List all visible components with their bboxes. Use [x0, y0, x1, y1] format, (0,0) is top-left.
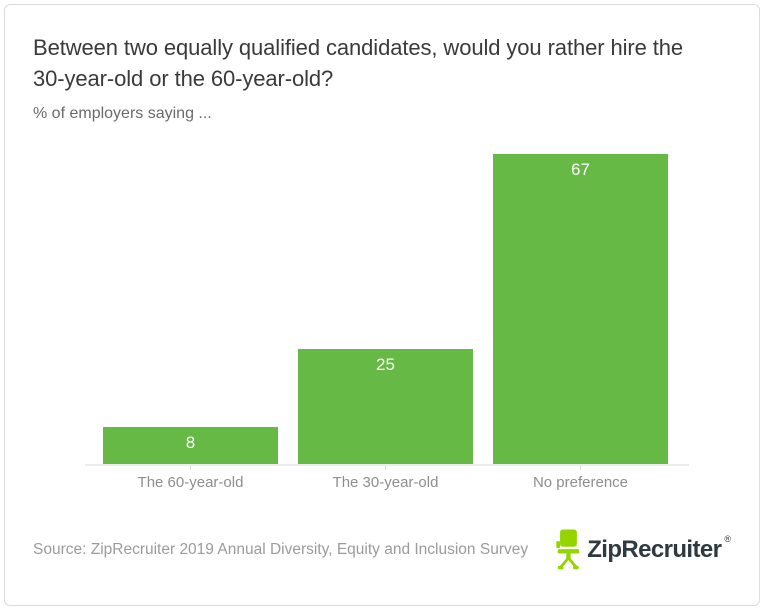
bar-value-label: 25: [376, 355, 395, 374]
x-axis-label: No preference: [532, 474, 629, 491]
bar-value-label: 67: [571, 160, 590, 179]
registered-mark-icon: ®: [724, 534, 731, 544]
source-text: Source: ZipRecruiter 2019 Annual Diversi…: [33, 541, 529, 558]
x-axis-label: The 30-year-old: [332, 474, 439, 491]
x-axis-cell: The 30-year-old: [298, 466, 473, 491]
x-axis-cell: The 60-year-old: [103, 466, 278, 491]
chart-subtitle: % of employers saying ...: [33, 105, 212, 122]
bars-container: 8 25 67: [103, 154, 668, 464]
ziprecruiter-logo: ZipRecruiter ®: [554, 529, 731, 571]
chart-title: Between two equally qualified candidates…: [33, 35, 684, 91]
office-chair-icon: [556, 529, 580, 570]
x-axis-cell: No preference: [493, 466, 668, 491]
bar-1: 8: [103, 427, 278, 464]
bar-value-label: 8: [185, 433, 196, 452]
axis-tick: [190, 466, 191, 470]
chart-card: Between two equally qualified candidates…: [4, 4, 760, 606]
plot-area: 8 25 67: [85, 136, 689, 466]
axis-tick: [385, 466, 386, 470]
bar-2: 25: [298, 349, 473, 464]
bar-3: 67: [493, 154, 668, 464]
x-axis-label: The 60-year-old: [137, 474, 244, 491]
logo-wordmark: ZipRecruiter: [587, 536, 722, 563]
axis-tick: [580, 466, 581, 470]
x-axis: The 60-year-old The 30-year-old No prefere…: [103, 466, 668, 491]
footer: Source: ZipRecruiter 2019 Annual Diversi…: [33, 529, 731, 571]
